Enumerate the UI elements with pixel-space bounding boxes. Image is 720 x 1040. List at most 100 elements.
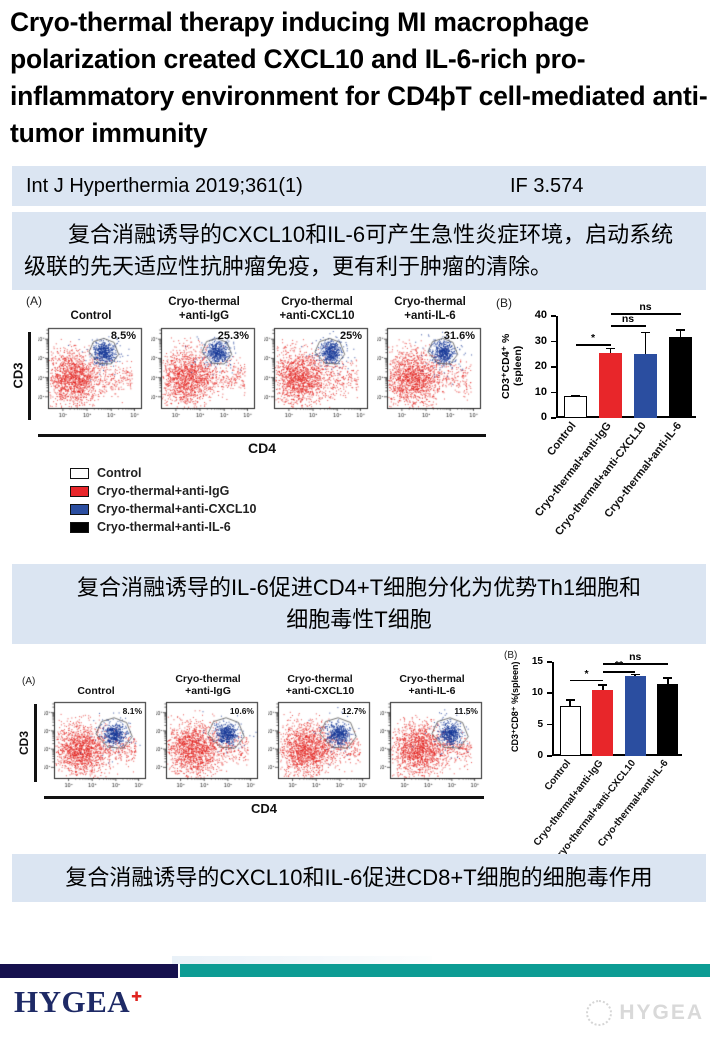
y-tick-mark	[551, 340, 556, 343]
bar	[669, 337, 692, 418]
y-axis-title: CD3⁺CD8⁺ %(spleen)	[510, 661, 520, 753]
error-bar-cap	[676, 328, 685, 331]
bar-plot-area: * ** ns	[552, 651, 682, 756]
cd3-axis-label: CD3	[17, 731, 31, 756]
flow-plot-anti-cxcl10: Cryo-thermal +anti-CXCL10 25%	[264, 290, 370, 420]
cd4-axis-line	[44, 796, 484, 799]
significance-line	[610, 313, 681, 316]
gate-percentage: 8.5%	[110, 330, 136, 342]
flow-plot-title: Cryo-thermal +anti-IgG	[168, 296, 240, 323]
y-tick-label: 0	[540, 411, 547, 423]
significance-label: ns	[629, 651, 642, 664]
error-bar-stem	[679, 329, 682, 338]
flow-plot-box: 31.6%	[377, 326, 483, 420]
cd4-axis-label: CD4	[247, 440, 276, 456]
watermark: HYGEA	[586, 1000, 704, 1026]
flow-scatter-plot	[156, 700, 260, 790]
y-tick-label: 30	[534, 334, 547, 347]
legend-swatch-control	[70, 467, 89, 479]
flow-plot-anti-igg: Cryo-thermal +anti-IgG 10.6%	[156, 670, 260, 790]
significance-line	[570, 679, 603, 682]
cd3-axis-label: CD3	[10, 362, 26, 389]
bar	[559, 705, 581, 756]
y-tick-mark	[547, 755, 552, 757]
summary-block-1: 复合消融诱导的CXCL10和IL-6可产生急性炎症环境，启动系统级联的先天适应性…	[12, 212, 706, 290]
flow-scatter-plot	[44, 700, 148, 790]
panel-a-label: (A)	[26, 294, 42, 308]
bar	[634, 354, 657, 418]
error-bar-stem	[569, 700, 572, 706]
flow-plot-box: 25%	[264, 326, 370, 420]
flow-plot-control: Control 8.5%	[38, 290, 144, 420]
flow-scatter-plot	[264, 326, 370, 420]
error-bar-cap	[571, 394, 580, 397]
significance-label: ns	[621, 312, 635, 325]
legend-item: Cryo-thermal+anti-IgG	[70, 484, 256, 498]
y-tick-label: 10	[534, 385, 547, 398]
gate-percentage: 10.6%	[229, 706, 254, 716]
brand-logo: HYGEA✚	[14, 984, 143, 1020]
y-tick-label: 10	[531, 687, 543, 699]
cd4-axis-label: CD4	[250, 801, 277, 816]
cd3-axis-line	[34, 704, 37, 782]
flow-scatter-plot	[38, 326, 144, 420]
error-bar-cap	[598, 684, 608, 686]
watermark-emblem-icon	[586, 1000, 613, 1026]
brand-cross-icon: ✚	[131, 989, 143, 1005]
bar	[599, 353, 622, 418]
flow-scatter-plot	[268, 700, 372, 790]
error-bar-stem	[634, 674, 637, 677]
legend-label: Cryo-thermal+anti-IgG	[97, 484, 230, 498]
cd3-axis-line	[28, 332, 31, 420]
flow-plot-anti-cxcl10: Cryo-thermal +anti-CXCL10 12.7%	[268, 670, 372, 790]
bar	[564, 396, 587, 418]
legend-swatch-anti-il6	[70, 521, 89, 533]
error-bar-cap	[663, 677, 673, 680]
bar-chart-cd8: (B) CD3⁺CD8⁺ %(spleen) 0 5 10 15 * ** ns Cont…	[490, 648, 718, 865]
impact-factor: IF 3.574	[510, 174, 584, 197]
error-bar-stem	[601, 685, 604, 691]
bar-plot-area: * ns ns	[556, 301, 696, 418]
x-axis-labels: Control Cryo-thermal+anti-IgG Cryo-thermal…	[532, 756, 680, 865]
gate-percentage: 25.3%	[217, 330, 249, 342]
y-tick-mark	[551, 315, 556, 317]
brand-text: HYGEA	[14, 984, 131, 1019]
flow-plot-title: Cryo-thermal +anti-IL-6	[394, 296, 466, 323]
footer-bar-teal	[180, 964, 710, 977]
legend-item: Cryo-thermal+anti-CXCL10	[70, 502, 256, 516]
y-tick-mark	[547, 661, 552, 663]
flow-plot-box: 10.6%	[156, 700, 260, 790]
watermark-text: HYGEA	[619, 1001, 704, 1024]
legend-item: Control	[70, 466, 256, 480]
error-bar-cap	[606, 347, 615, 350]
y-tick-label: 5	[537, 718, 543, 730]
significance-label: ns	[639, 301, 652, 314]
cd4-axis-line	[38, 434, 486, 437]
x-axis-category-label: Control	[545, 420, 579, 459]
flow-plot-title: Control	[70, 310, 112, 323]
y-axis-ticks: 0 10 20 30 40	[526, 309, 556, 423]
legend-label: Cryo-thermal+anti-CXCL10	[97, 502, 257, 516]
bar	[592, 690, 614, 756]
flow-plot-title: Control	[77, 685, 115, 698]
flow-plot-anti-il6: Cryo-thermal +anti-IL-6 31.6%	[377, 290, 483, 420]
summary-block-3: 复合消融诱导的CXCL10和IL-6促进CD8+T细胞的细胞毒作用	[12, 854, 706, 902]
bar-chart-cd4: (B) CD3⁺CD4⁺ %(spleen) 0 10 20 30 40 * ns ns C…	[484, 288, 718, 564]
panel-b-label: (B)	[496, 296, 512, 310]
flow-plot-title: Cryo-thermal +anti-IL-6	[399, 672, 465, 698]
flow-plot-box: 11.5%	[380, 700, 484, 790]
footer-bar-navy	[0, 964, 178, 978]
flow-plot-box: 8.1%	[44, 700, 148, 790]
error-bar-cap	[641, 331, 650, 334]
significance-line	[610, 324, 646, 327]
y-tick-mark	[551, 417, 556, 419]
flow-plot-control: Control 8.1%	[44, 670, 148, 790]
error-bar-cap	[565, 699, 575, 702]
journal-reference: Int J Hyperthermia 2019;361(1)	[26, 174, 303, 197]
y-tick-label: 15	[531, 656, 543, 667]
legend-item: Cryo-thermal+anti-IL-6	[70, 520, 256, 534]
legend-swatch-anti-cxcl10	[70, 503, 89, 515]
y-tick-mark	[547, 723, 552, 726]
flow-plot-anti-igg: Cryo-thermal +anti-IgG 25.3%	[151, 290, 257, 420]
